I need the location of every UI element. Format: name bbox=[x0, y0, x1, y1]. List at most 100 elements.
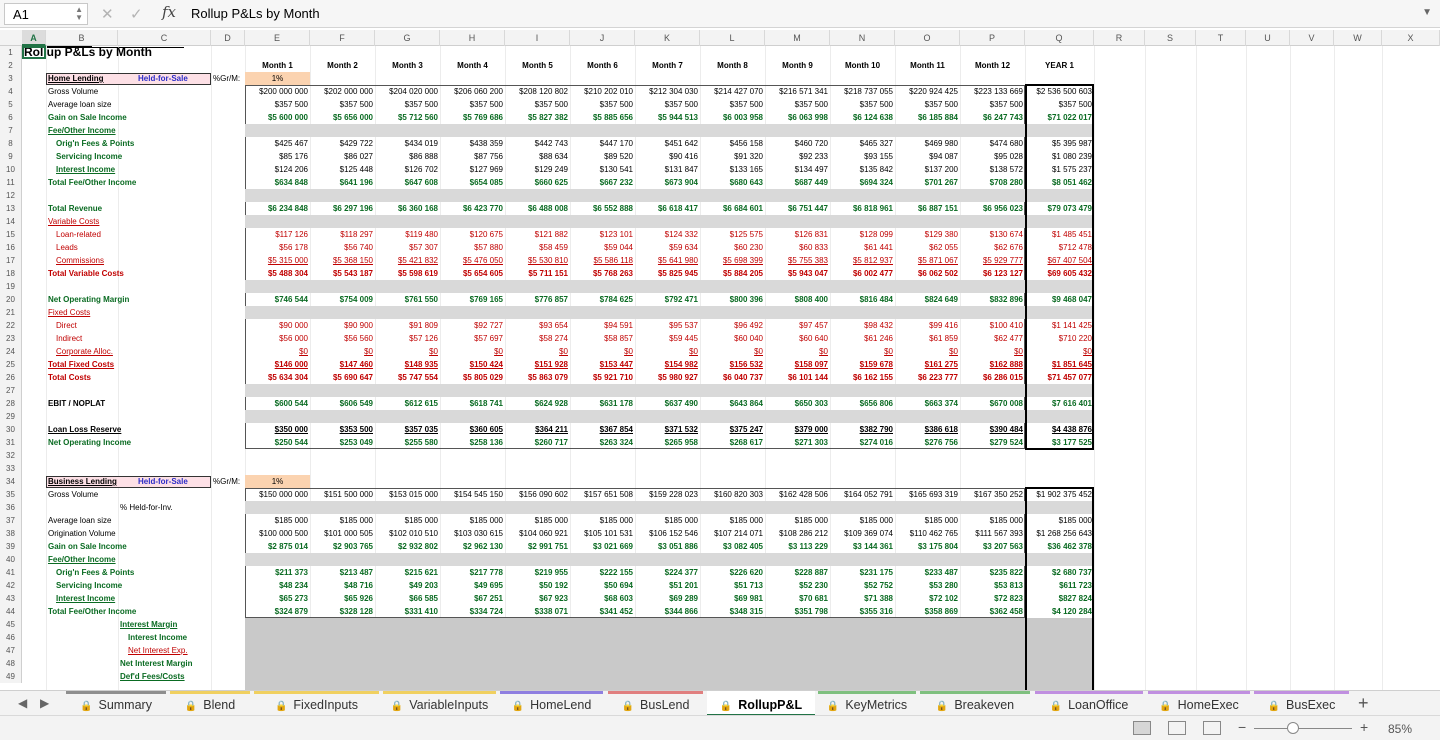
row-header-25[interactable]: 25 bbox=[0, 358, 22, 371]
month-value[interactable]: $5 530 810 bbox=[527, 256, 568, 265]
sheet-tab-blend[interactable]: 🔒 Blend bbox=[170, 691, 250, 716]
row-header-1[interactable]: 1 bbox=[0, 46, 22, 59]
home-row-label[interactable]: Leads bbox=[56, 243, 78, 252]
month-value[interactable]: $52 230 bbox=[799, 581, 828, 590]
row-header-49[interactable]: 49 bbox=[0, 670, 22, 683]
column-header-o[interactable]: O bbox=[895, 30, 960, 46]
row-header-2[interactable]: 2 bbox=[0, 59, 22, 72]
month-value[interactable]: $59 044 bbox=[604, 243, 633, 252]
month-value[interactable]: $185 000 bbox=[729, 516, 763, 525]
month-value[interactable]: $154 545 150 bbox=[454, 490, 503, 499]
month-value[interactable]: $95 537 bbox=[669, 321, 698, 330]
month-value[interactable]: $2 991 751 bbox=[527, 542, 568, 551]
month-value[interactable]: $159 228 023 bbox=[649, 490, 698, 499]
month-value[interactable]: $656 806 bbox=[859, 399, 893, 408]
month-value[interactable]: $3 082 405 bbox=[722, 542, 763, 551]
month-header[interactable]: Month 10 bbox=[844, 61, 881, 70]
month-value[interactable]: $660 625 bbox=[534, 178, 568, 187]
month-value[interactable]: $161 275 bbox=[924, 360, 958, 369]
month-value[interactable]: $6 234 848 bbox=[267, 204, 308, 213]
month-value[interactable]: $150 000 000 bbox=[259, 490, 308, 499]
month-value[interactable]: $784 625 bbox=[599, 295, 633, 304]
year-total-value[interactable]: $1 485 451 bbox=[1051, 230, 1092, 239]
month-value[interactable]: $364 211 bbox=[535, 425, 568, 434]
month-value[interactable]: $434 019 bbox=[404, 139, 438, 148]
month-value[interactable]: $151 928 bbox=[534, 360, 568, 369]
month-value[interactable]: $663 374 bbox=[924, 399, 958, 408]
year-total-value[interactable]: $4 120 284 bbox=[1051, 607, 1092, 616]
month-value[interactable]: $650 303 bbox=[794, 399, 828, 408]
month-value[interactable]: $5 747 554 bbox=[397, 373, 438, 382]
home-row-label[interactable] bbox=[46, 384, 186, 397]
month-value[interactable]: $618 741 bbox=[469, 399, 503, 408]
month-value[interactable]: $71 388 bbox=[864, 594, 893, 603]
month-value[interactable]: $5 711 151 bbox=[528, 269, 568, 278]
month-value[interactable]: $279 524 bbox=[989, 438, 1023, 447]
month-value[interactable]: $72 102 bbox=[929, 594, 958, 603]
row-header-16[interactable]: 16 bbox=[0, 241, 22, 254]
month-value[interactable]: $50 192 bbox=[539, 581, 568, 590]
home-row-label[interactable]: Orig'n Fees & Points bbox=[56, 139, 135, 148]
month-value[interactable]: $631 178 bbox=[599, 399, 633, 408]
month-value[interactable]: $102 010 510 bbox=[389, 529, 438, 538]
month-value[interactable]: $0 bbox=[494, 347, 503, 356]
sheet-tab-busexec[interactable]: 🔒 BusExec bbox=[1254, 691, 1349, 716]
month-value[interactable]: $2 875 014 bbox=[267, 542, 308, 551]
home-row-label[interactable]: Interest Income bbox=[56, 165, 116, 174]
month-value[interactable]: $357 500 bbox=[859, 100, 893, 109]
month-value[interactable]: $147 460 bbox=[339, 360, 373, 369]
year-total-value[interactable]: $712 478 bbox=[1058, 243, 1092, 252]
row-header-18[interactable]: 18 bbox=[0, 267, 22, 280]
month-value[interactable]: $159 678 bbox=[859, 360, 893, 369]
home-row-label[interactable]: Direct bbox=[56, 321, 77, 330]
month-value[interactable]: $5 944 513 bbox=[657, 113, 698, 122]
row-header-40[interactable]: 40 bbox=[0, 553, 22, 566]
month-value[interactable]: $274 016 bbox=[859, 438, 893, 447]
month-value[interactable]: $215 621 bbox=[404, 568, 438, 577]
month-value[interactable]: $708 280 bbox=[989, 178, 1023, 187]
month-value[interactable]: $0 bbox=[754, 347, 763, 356]
month-value[interactable]: $6 123 127 bbox=[982, 269, 1023, 278]
year-total-value[interactable]: $0 bbox=[1083, 347, 1092, 356]
month-value[interactable]: $48 234 bbox=[279, 581, 308, 590]
month-value[interactable]: $105 101 531 bbox=[584, 529, 633, 538]
month-value[interactable]: $124 332 bbox=[664, 230, 698, 239]
row-header-46[interactable]: 46 bbox=[0, 631, 22, 644]
month-value[interactable]: $153 015 000 bbox=[389, 490, 438, 499]
row-header-43[interactable]: 43 bbox=[0, 592, 22, 605]
month-value[interactable]: $107 214 071 bbox=[714, 529, 763, 538]
month-value[interactable]: $167 350 252 bbox=[974, 490, 1023, 499]
business-row-label[interactable]: Interest Income bbox=[56, 594, 116, 603]
insert-function-icon[interactable]: fx bbox=[162, 3, 177, 21]
month-value[interactable]: $271 303 bbox=[794, 438, 828, 447]
month-value[interactable]: $641 196 bbox=[339, 178, 373, 187]
month-value[interactable]: $111 567 393 bbox=[975, 529, 1023, 538]
business-row-label[interactable]: Def'd Fees/Costs bbox=[120, 672, 185, 681]
expand-formula-icon[interactable]: ▼ bbox=[1422, 7, 1432, 18]
year-total-value[interactable]: $185 000 bbox=[1058, 516, 1092, 525]
month-value[interactable]: $680 643 bbox=[729, 178, 763, 187]
month-value[interactable]: $90 416 bbox=[669, 152, 698, 161]
month-value[interactable]: $5 755 383 bbox=[787, 256, 828, 265]
month-value[interactable]: $6 101 144 bbox=[787, 373, 828, 382]
month-value[interactable]: $5 871 067 bbox=[917, 256, 958, 265]
month-value[interactable]: $99 416 bbox=[929, 321, 958, 330]
sheet-tab-homeexec[interactable]: 🔒 HomeExec bbox=[1148, 691, 1250, 716]
month-value[interactable]: $131 847 bbox=[664, 165, 698, 174]
month-value[interactable]: $5 600 000 bbox=[267, 113, 308, 122]
row-header-28[interactable]: 28 bbox=[0, 397, 22, 410]
row-header-42[interactable]: 42 bbox=[0, 579, 22, 592]
home-row-label[interactable]: Total Fixed Costs bbox=[48, 360, 115, 369]
month-value[interactable]: $98 432 bbox=[864, 321, 893, 330]
month-value[interactable]: $643 864 bbox=[729, 399, 763, 408]
month-value[interactable]: $226 620 bbox=[729, 568, 763, 577]
row-header-20[interactable]: 20 bbox=[0, 293, 22, 306]
home-row-label[interactable]: Variable Costs bbox=[48, 217, 100, 226]
year-total-value[interactable]: $827 824 bbox=[1058, 594, 1092, 603]
year-total-value[interactable]: $357 500 bbox=[1058, 100, 1092, 109]
confirm-icon[interactable]: ✓ bbox=[130, 6, 143, 23]
month-value[interactable]: $0 bbox=[884, 347, 893, 356]
column-header-j[interactable]: J bbox=[570, 30, 635, 46]
year-total-value[interactable]: $79 073 479 bbox=[1047, 204, 1093, 213]
